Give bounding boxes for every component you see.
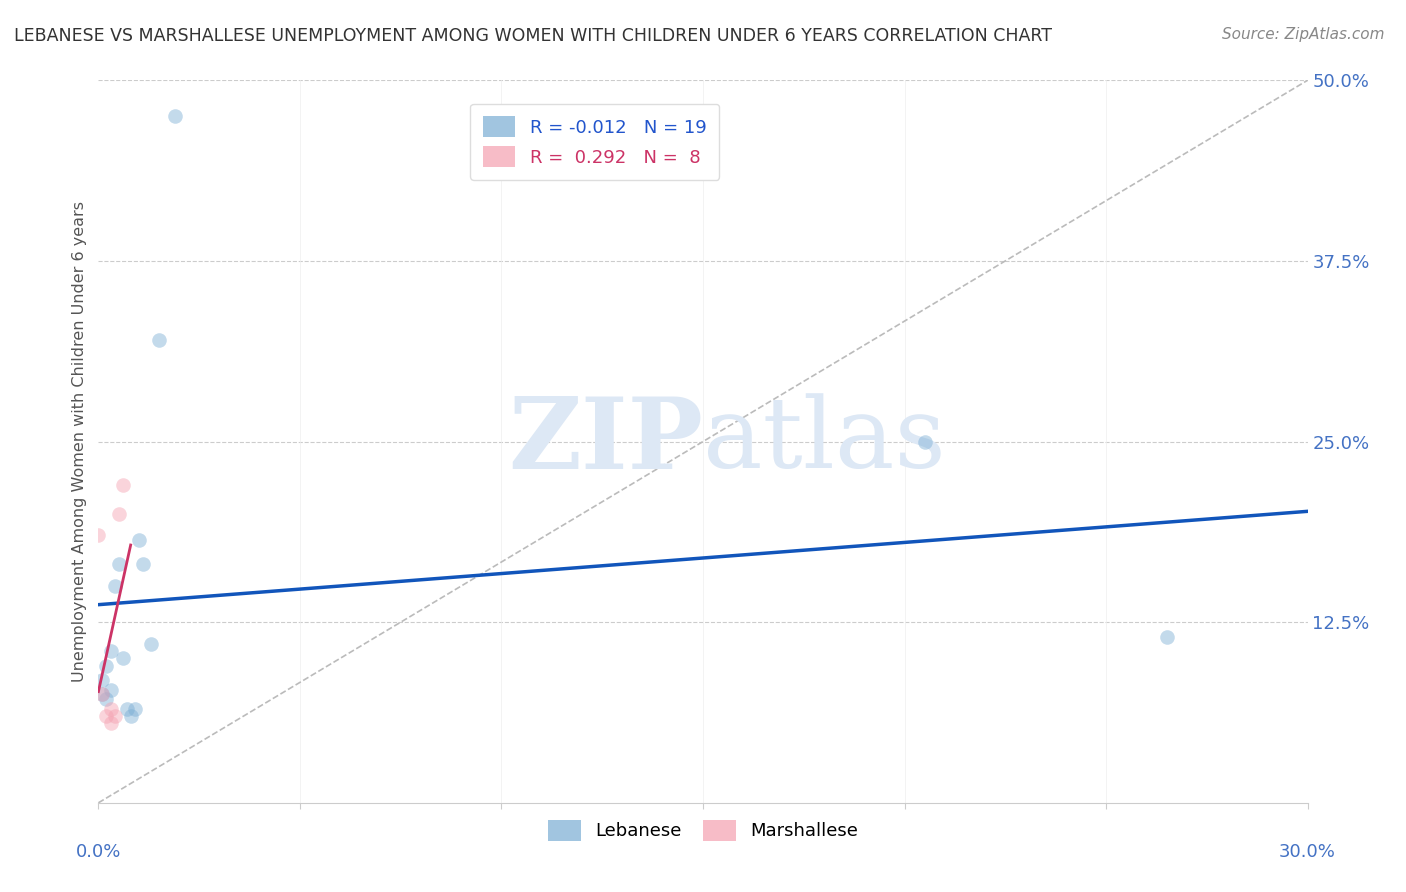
Point [103, 709, 125, 723]
Point [96, 691, 118, 706]
Point [91, 687, 114, 701]
Point [124, 702, 146, 716]
Point [111, 651, 134, 665]
Point [107, 558, 129, 572]
Point [1156, 630, 1178, 644]
Point [91, 673, 114, 687]
Point [87, 528, 110, 542]
Point [107, 507, 129, 521]
Point [132, 558, 155, 572]
Point [100, 702, 122, 716]
Text: LEBANESE VS MARSHALLESE UNEMPLOYMENT AMONG WOMEN WITH CHILDREN UNDER 6 YEARS COR: LEBANESE VS MARSHALLESE UNEMPLOYMENT AMO… [14, 27, 1052, 45]
Point [148, 334, 170, 348]
Text: Source: ZipAtlas.com: Source: ZipAtlas.com [1222, 27, 1385, 42]
Point [120, 709, 142, 723]
Y-axis label: Unemployment Among Women with Children Under 6 years: Unemployment Among Women with Children U… [72, 201, 87, 682]
Point [100, 644, 122, 658]
Point [111, 478, 134, 492]
Point [96, 658, 118, 673]
Text: 0.0%: 0.0% [76, 843, 121, 861]
Text: ZIP: ZIP [508, 393, 703, 490]
Legend: Lebanese, Marshallese: Lebanese, Marshallese [541, 813, 865, 848]
Point [96, 709, 118, 723]
Point [91, 687, 114, 701]
Point [128, 533, 150, 547]
Point [100, 716, 122, 731]
Point [100, 683, 122, 698]
Text: 30.0%: 30.0% [1279, 843, 1336, 861]
Point [914, 434, 936, 449]
Point [139, 637, 162, 651]
Text: atlas: atlas [703, 393, 946, 490]
Point [163, 110, 186, 124]
Point [115, 702, 138, 716]
Point [103, 579, 125, 593]
